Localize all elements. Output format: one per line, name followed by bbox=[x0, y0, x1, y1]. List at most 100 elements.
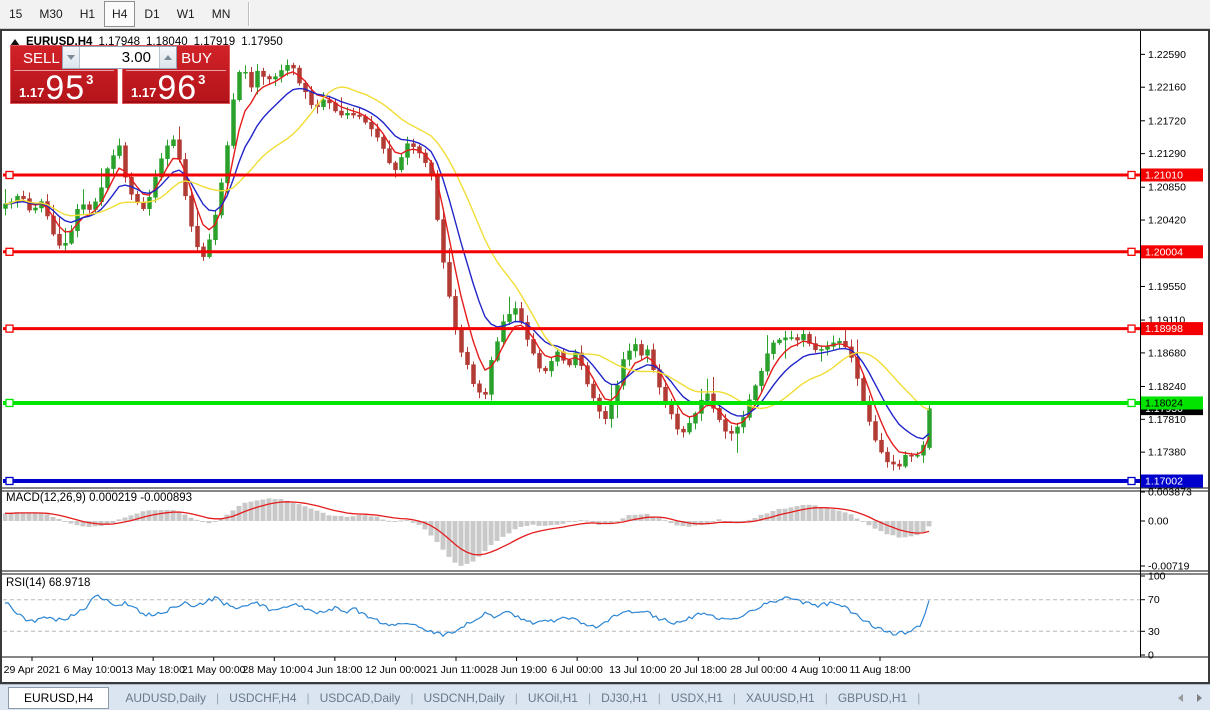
svg-text:6 Jul 00:00: 6 Jul 00:00 bbox=[551, 664, 603, 676]
hline-handle[interactable] bbox=[1127, 398, 1136, 408]
tab-scroll-arrows bbox=[1178, 685, 1202, 710]
tab-eurusd-h4[interactable]: EURUSD,H4 bbox=[8, 686, 110, 709]
volume-increase-button[interactable] bbox=[159, 47, 176, 68]
hline-1.20004[interactable]: 1.20004 bbox=[3, 245, 1203, 259]
svg-text:0.003873: 0.003873 bbox=[1148, 487, 1192, 499]
svg-text:1.18998: 1.18998 bbox=[1145, 323, 1183, 335]
hline-1.18998[interactable]: 1.18998 bbox=[3, 322, 1203, 336]
macd-histogram bbox=[3, 498, 932, 566]
tab-ukoil-h1[interactable]: UKOil,H1 bbox=[527, 690, 578, 705]
tab-usdcad-daily[interactable]: USDCAD,Daily bbox=[319, 690, 401, 705]
volume-decrease-button[interactable] bbox=[63, 47, 80, 68]
hline-1.17002[interactable]: 1.17002 bbox=[3, 474, 1203, 488]
tab-dj30-h1[interactable]: DJ30,H1 bbox=[601, 690, 648, 705]
volume-spinner bbox=[62, 46, 177, 69]
svg-text:1.21290: 1.21290 bbox=[1148, 148, 1186, 160]
hline-handle[interactable] bbox=[5, 324, 14, 333]
mid-ma bbox=[4, 87, 930, 440]
svg-text:4 Jun 18:00: 4 Jun 18:00 bbox=[307, 664, 362, 676]
fast-ma bbox=[4, 71, 930, 456]
rsi-line bbox=[4, 594, 930, 638]
rsi-indicator-label: RSI(14) 68.9718 bbox=[6, 577, 91, 589]
tab-divider: | bbox=[587, 690, 592, 705]
svg-text:1.22160: 1.22160 bbox=[1148, 82, 1186, 94]
timeframe-h1[interactable]: H1 bbox=[79, 7, 96, 21]
tab-usdx-h1[interactable]: USDX,H1 bbox=[670, 690, 723, 705]
sell-price-big: 95 bbox=[45, 69, 86, 107]
svg-text:6 May 10:00: 6 May 10:00 bbox=[64, 664, 122, 676]
tab-audusd-daily[interactable]: AUDUSD,Daily bbox=[125, 690, 207, 705]
svg-text:28 May 10:00: 28 May 10:00 bbox=[242, 664, 306, 676]
timeframe-15[interactable]: 15 bbox=[9, 7, 23, 21]
svg-text:30: 30 bbox=[1148, 626, 1160, 638]
svg-text:13 May 18:00: 13 May 18:00 bbox=[121, 664, 185, 676]
svg-text:20 Jul 18:00: 20 Jul 18:00 bbox=[670, 664, 727, 676]
macd-indicator-label: MACD(12,26,9) 0.000219 -0.000893 bbox=[6, 492, 193, 504]
svg-text:1.21010: 1.21010 bbox=[1145, 170, 1183, 182]
timeframe-toolbar: 15 M30 H1 H4 D1 W1 MN bbox=[0, 0, 1210, 29]
svg-text:28 Jun 19:00: 28 Jun 19:00 bbox=[486, 664, 547, 676]
tab-divider: | bbox=[657, 690, 661, 705]
tab-scroll-left-icon[interactable] bbox=[1178, 694, 1183, 702]
svg-text:1.21720: 1.21720 bbox=[1148, 115, 1186, 127]
tab-gbpusd-h1[interactable]: GBPUSD,H1 bbox=[837, 690, 908, 705]
time-axis: 29 Apr 2021 6 May 10:00 13 May 18:0021 May… bbox=[4, 657, 911, 676]
hline-1.18024[interactable]: 1.18024 bbox=[3, 396, 1203, 410]
hline-handle[interactable] bbox=[1127, 247, 1136, 256]
svg-text:29 Apr 2021: 29 Apr 2021 bbox=[4, 664, 61, 676]
hline-handle[interactable] bbox=[1127, 476, 1136, 486]
svg-text:11 Aug 18:00: 11 Aug 18:00 bbox=[849, 664, 910, 676]
tab-divider: | bbox=[410, 690, 414, 705]
hline-handle[interactable] bbox=[5, 476, 14, 486]
hline-handle[interactable] bbox=[5, 170, 14, 180]
tab-divider: | bbox=[917, 690, 921, 705]
moving-averages bbox=[4, 71, 930, 456]
hline-handle[interactable] bbox=[5, 247, 14, 256]
tab-usdcnh-daily[interactable]: USDCNH,Daily bbox=[423, 690, 505, 705]
hline-handle[interactable] bbox=[1127, 324, 1136, 333]
svg-text:1.18680: 1.18680 bbox=[1148, 347, 1186, 359]
svg-text:12 Jun 00:00: 12 Jun 00:00 bbox=[365, 664, 426, 676]
timeframe-mn[interactable]: MN bbox=[211, 7, 231, 21]
toolbar-separator bbox=[248, 2, 251, 26]
hline-handle[interactable] bbox=[5, 398, 14, 408]
timeframe-m30[interactable]: M30 bbox=[39, 7, 63, 21]
tab-usdchf-h4[interactable]: USDCHF,H4 bbox=[229, 690, 297, 705]
svg-text:1.22590: 1.22590 bbox=[1148, 49, 1186, 61]
volume-input[interactable] bbox=[80, 47, 159, 68]
timeframe-h4[interactable]: H4 bbox=[104, 1, 136, 27]
svg-text:1.20004: 1.20004 bbox=[1145, 246, 1183, 258]
svg-text:1.19550: 1.19550 bbox=[1148, 281, 1186, 293]
tab-divider: | bbox=[306, 690, 310, 705]
svg-text:1.17002: 1.17002 bbox=[1145, 476, 1183, 488]
svg-text:100: 100 bbox=[1148, 571, 1166, 583]
tab-divider: | bbox=[216, 690, 220, 705]
timeframe-w1[interactable]: W1 bbox=[176, 7, 195, 21]
sell-price: 1.17 95 3 bbox=[11, 69, 117, 107]
panel-dividers bbox=[2, 487, 1208, 658]
hline-1.21010[interactable]: 1.21010 bbox=[3, 168, 1203, 182]
chevron-up-icon bbox=[164, 55, 172, 60]
timeframe-d1[interactable]: D1 bbox=[144, 7, 160, 21]
macd-signal-line bbox=[5, 501, 930, 556]
tab-scroll-right-icon[interactable] bbox=[1197, 694, 1202, 702]
tab-xauusd-h1[interactable]: XAUUSD,H1 bbox=[746, 690, 815, 705]
svg-text:21 Jun 11:00: 21 Jun 11:00 bbox=[426, 664, 486, 676]
hline-handle[interactable] bbox=[1127, 170, 1136, 180]
rsi-levels bbox=[3, 599, 1140, 632]
tab-divider: | bbox=[514, 690, 518, 705]
tab-divider: | bbox=[824, 690, 828, 705]
chart-tab-bar: EURUSD,H4 AUDUSD,Daily | USDCHF,H4 | USDCAD,D… bbox=[0, 684, 1210, 710]
svg-text:13 Jul 10:00: 13 Jul 10:00 bbox=[609, 664, 666, 676]
svg-text:1.17810: 1.17810 bbox=[1148, 414, 1186, 426]
tab-divider: | bbox=[732, 690, 737, 705]
buy-price-small: 1.17 bbox=[131, 85, 157, 100]
sell-price-small: 1.17 bbox=[19, 85, 45, 100]
buy-label: BUY bbox=[126, 46, 226, 71]
one-click-trading-panel: SELL 1.17 95 3 BUY 1.17 96 3 bbox=[10, 45, 230, 107]
sell-label: SELL bbox=[14, 46, 114, 71]
ohlc-close: 1.17950 bbox=[241, 36, 283, 48]
svg-text:0.00: 0.00 bbox=[1148, 516, 1169, 528]
